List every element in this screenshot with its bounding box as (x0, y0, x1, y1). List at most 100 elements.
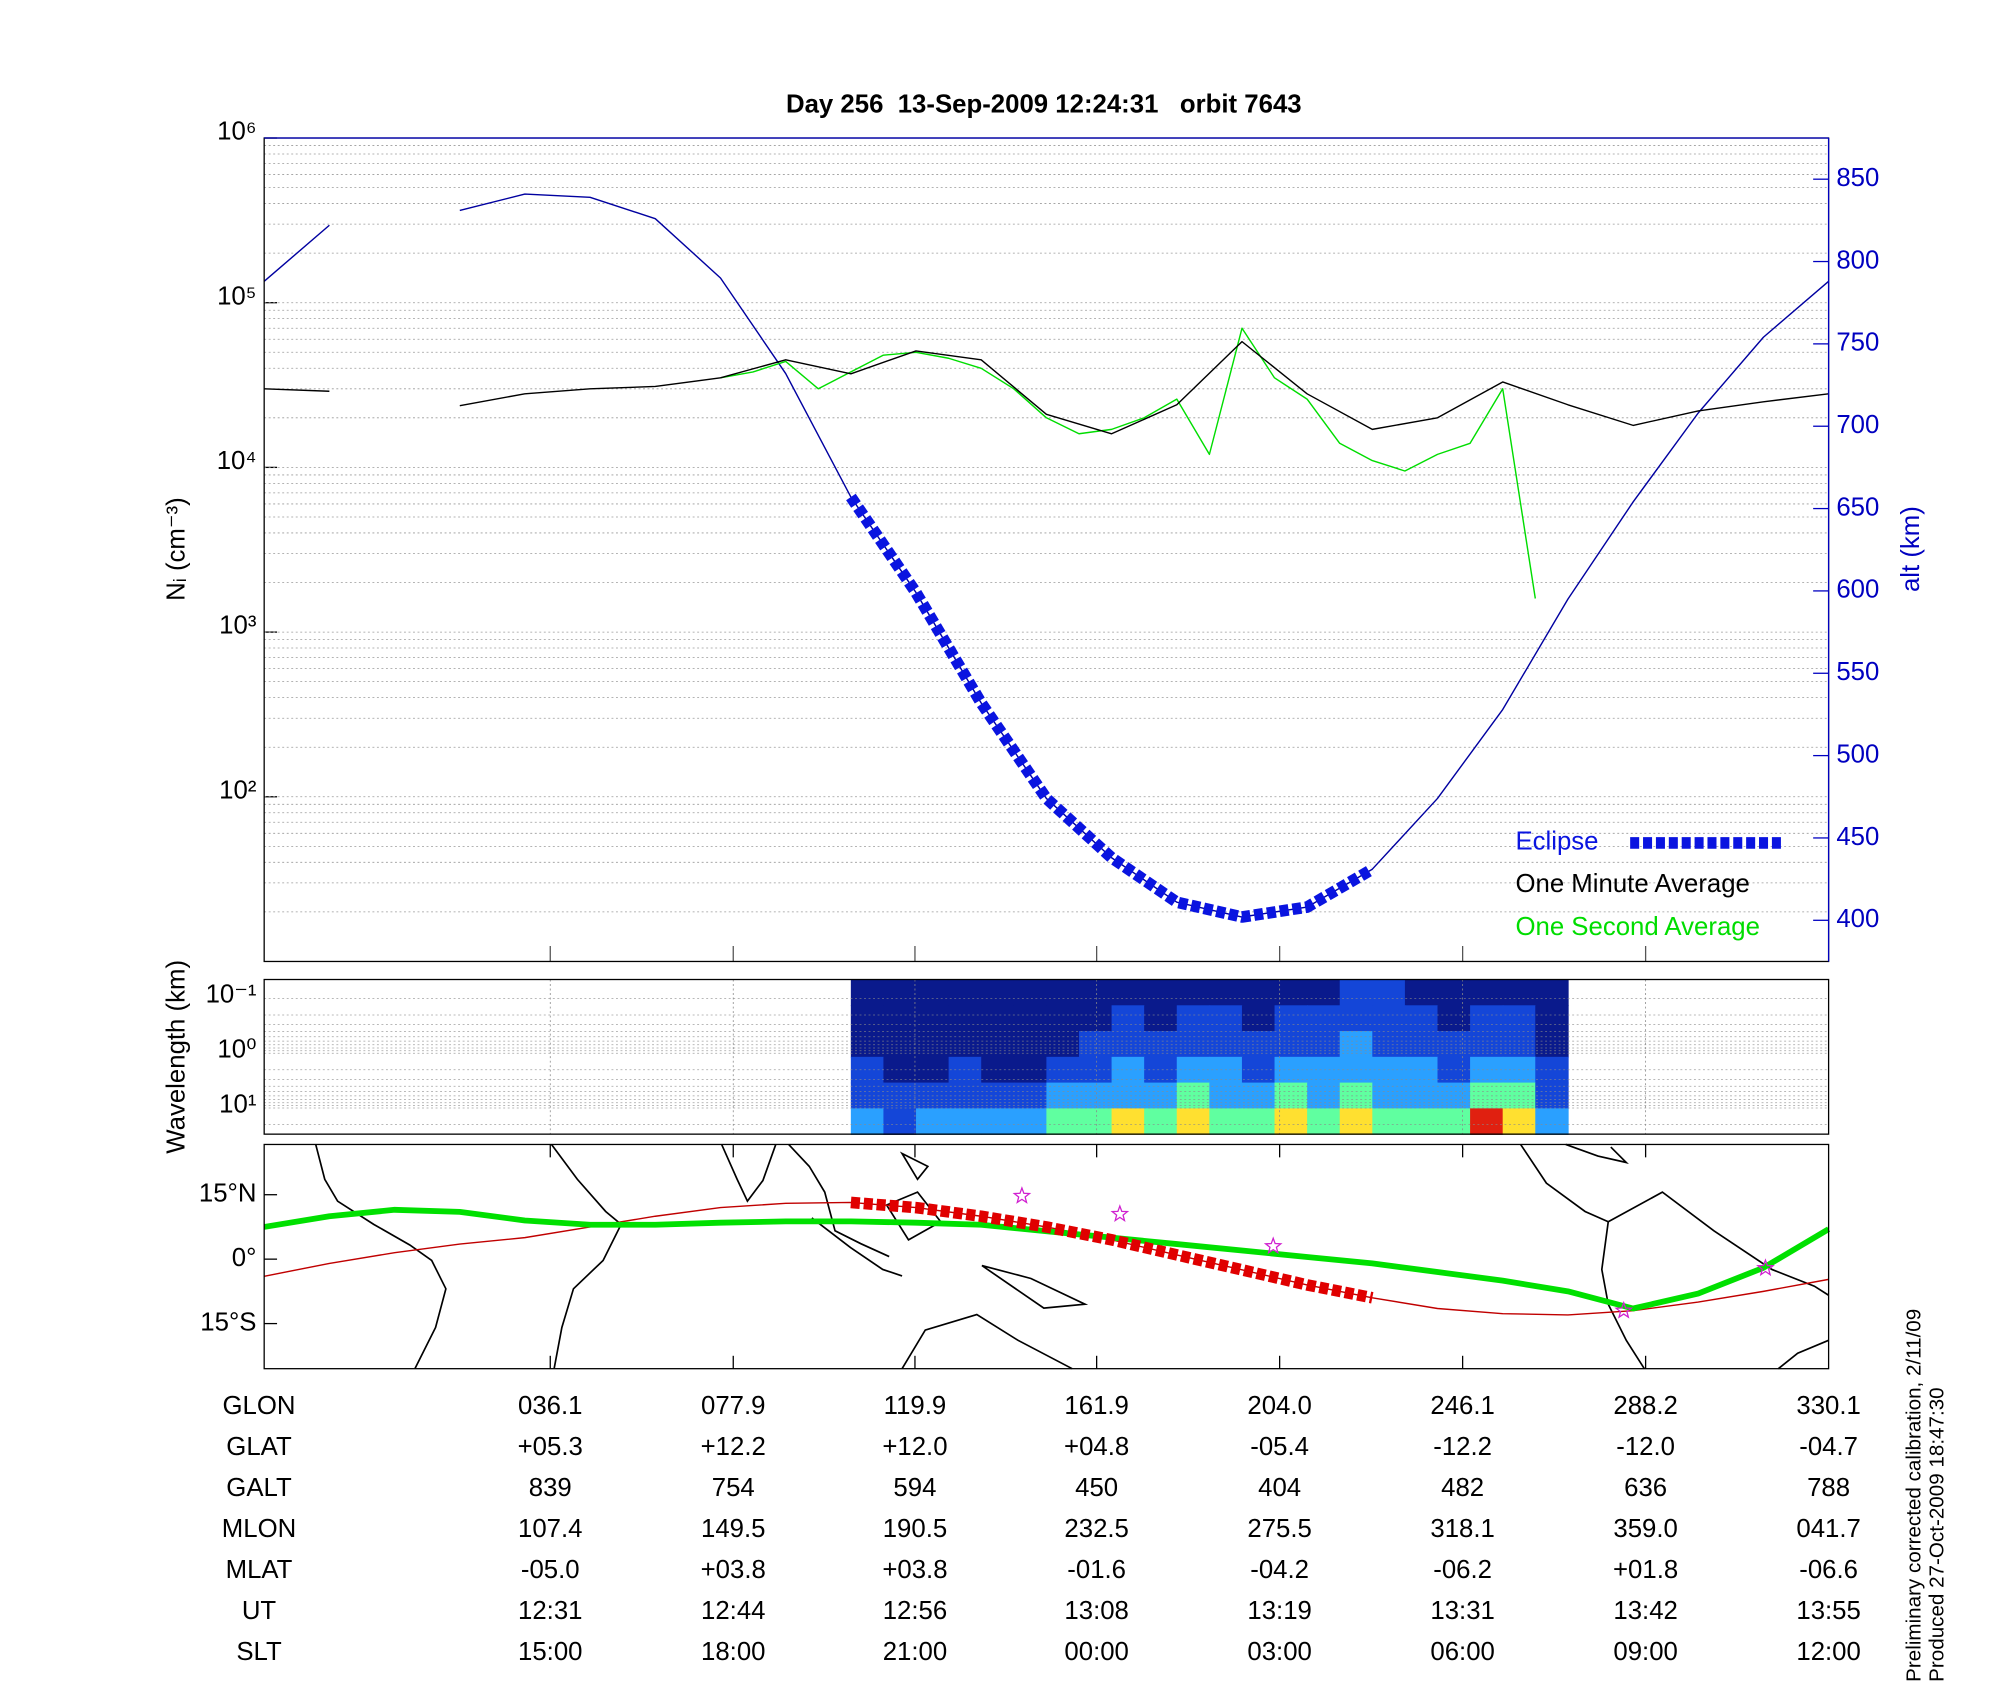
y2-tick-label: 600 (1836, 576, 1879, 604)
table-cell: 450 (1075, 1474, 1118, 1502)
coastline (720, 1144, 777, 1203)
heatmap-cell (1209, 979, 1243, 1007)
coastline (1777, 1339, 1829, 1370)
heatmap-cell (1111, 1005, 1145, 1032)
coastline (1565, 1143, 1629, 1164)
table-cell: 09:00 (1613, 1638, 1677, 1666)
heatmap-cell (948, 979, 982, 1007)
station-marker (1110, 1204, 1130, 1222)
coastline (314, 1144, 447, 1370)
heatmap-cell (1274, 1108, 1308, 1135)
table-cell: 161.9 (1064, 1392, 1128, 1420)
coastline (1607, 1191, 1830, 1296)
heatmap-cell (916, 1005, 950, 1032)
heatmap-cell (1274, 979, 1308, 1007)
table-cell: 754 (712, 1474, 755, 1502)
heatmap-cell (1470, 979, 1504, 1007)
table-cell: 149.5 (701, 1515, 765, 1543)
heatmap-cell (1404, 979, 1439, 1007)
heatmap-cell (1241, 1108, 1276, 1135)
heatmap-cell (948, 1056, 982, 1084)
coastline (899, 1151, 930, 1181)
table-row-label: GALT (226, 1474, 292, 1502)
heatmap-cell (850, 1108, 885, 1135)
table-cell: 107.4 (518, 1515, 582, 1543)
data-line (264, 340, 1829, 435)
heatmap-cell (1404, 1108, 1439, 1135)
table-cell: 318.1 (1430, 1515, 1494, 1543)
table-cell: -01.6 (1067, 1556, 1126, 1584)
heatmap-cell (1241, 979, 1276, 1007)
heatmap-cell (1176, 1108, 1211, 1135)
table-cell: 275.5 (1247, 1515, 1311, 1543)
heatmap-cell (1437, 1108, 1471, 1135)
footer-note: Preliminary corrected calibration, 2/11/… (1902, 1309, 1925, 1682)
table-cell: +05.3 (518, 1433, 583, 1461)
heatmap-cell (981, 1108, 1015, 1135)
heatmap-cell (1535, 1005, 1569, 1032)
heatmap-cell (850, 979, 885, 1007)
legend-label: One Minute Average (1515, 870, 1749, 898)
table-cell: -12.2 (1433, 1433, 1492, 1461)
y-tick-label: 10³ (219, 612, 257, 640)
table-cell: 330.1 (1796, 1392, 1860, 1420)
heatmap-cell (948, 1005, 982, 1032)
table-cell: 18:00 (701, 1638, 765, 1666)
y-tick-label: 10⁶ (217, 118, 256, 146)
y-tick-label: 10⁰ (217, 1035, 256, 1063)
table-cell: 13:55 (1796, 1597, 1860, 1625)
table-cell: 13:42 (1613, 1597, 1677, 1625)
y2-tick-label: 450 (1836, 823, 1879, 851)
table-cell: 288.2 (1613, 1392, 1677, 1420)
table-cell: 06:00 (1430, 1638, 1494, 1666)
data-line (263, 193, 1830, 918)
table-cell: -05.4 (1250, 1433, 1309, 1461)
heatmap-cell (948, 1082, 982, 1110)
table-cell: 12:56 (883, 1597, 947, 1625)
table-cell: +12.2 (701, 1433, 766, 1461)
spectrogram-y-label: Wavelength (km) (163, 960, 191, 1154)
table-cell: +01.8 (1613, 1556, 1678, 1584)
heatmap-cell (850, 1005, 885, 1032)
table-cell: 077.9 (701, 1392, 765, 1420)
footer-note: Produced 27-Oct-2009 18:47:30 (1926, 1387, 1949, 1681)
table-cell: 21:00 (883, 1638, 947, 1666)
heatmap-cell (948, 1108, 982, 1135)
coastline (811, 1217, 903, 1277)
heatmap-cell (1307, 1005, 1341, 1032)
heatmap-cell (1535, 1108, 1569, 1135)
table-cell: -06.6 (1799, 1556, 1858, 1584)
heatmap-cell (1535, 979, 1569, 1007)
heatmap-cell (1111, 979, 1145, 1007)
table-cell: 404 (1258, 1474, 1301, 1502)
heatmap-cell (1013, 979, 1048, 1007)
heatmap-cell (1372, 1108, 1406, 1135)
y-tick-label: 10⁵ (217, 282, 256, 310)
heatmap-cell (1372, 1005, 1406, 1032)
table-cell: 204.0 (1247, 1392, 1311, 1420)
coastline (1519, 1143, 1609, 1223)
table-cell: -04.7 (1799, 1433, 1858, 1461)
heatmap-cell (1502, 1108, 1537, 1135)
y-tick-label: 10⁴ (217, 447, 257, 475)
heatmap-cell (883, 1108, 917, 1135)
table-cell: 03:00 (1247, 1638, 1311, 1666)
plot-frame (263, 1143, 1830, 1370)
y-axis-label: Nᵢ (cm⁻³) (163, 497, 191, 601)
heatmap-cell (883, 1005, 917, 1032)
table-row-label: MLAT (226, 1556, 293, 1584)
heatmap-cell (1470, 1108, 1504, 1135)
heatmap-cell (1339, 979, 1374, 1007)
heatmap-cell (883, 979, 917, 1007)
heatmap-cell (1339, 1108, 1374, 1135)
heatmap-cell (1339, 1005, 1374, 1032)
heatmap-cell (1176, 979, 1211, 1007)
station-marker (1756, 1258, 1775, 1277)
table-cell: -05.0 (521, 1556, 580, 1584)
table-cell: 12:00 (1796, 1638, 1860, 1666)
table-row-label: GLON (223, 1392, 296, 1420)
table-cell: 12:31 (518, 1597, 582, 1625)
y-tick-label: 15°N (199, 1180, 257, 1208)
y-tick-label: 10² (219, 776, 257, 804)
heatmap-cell (883, 1056, 917, 1084)
